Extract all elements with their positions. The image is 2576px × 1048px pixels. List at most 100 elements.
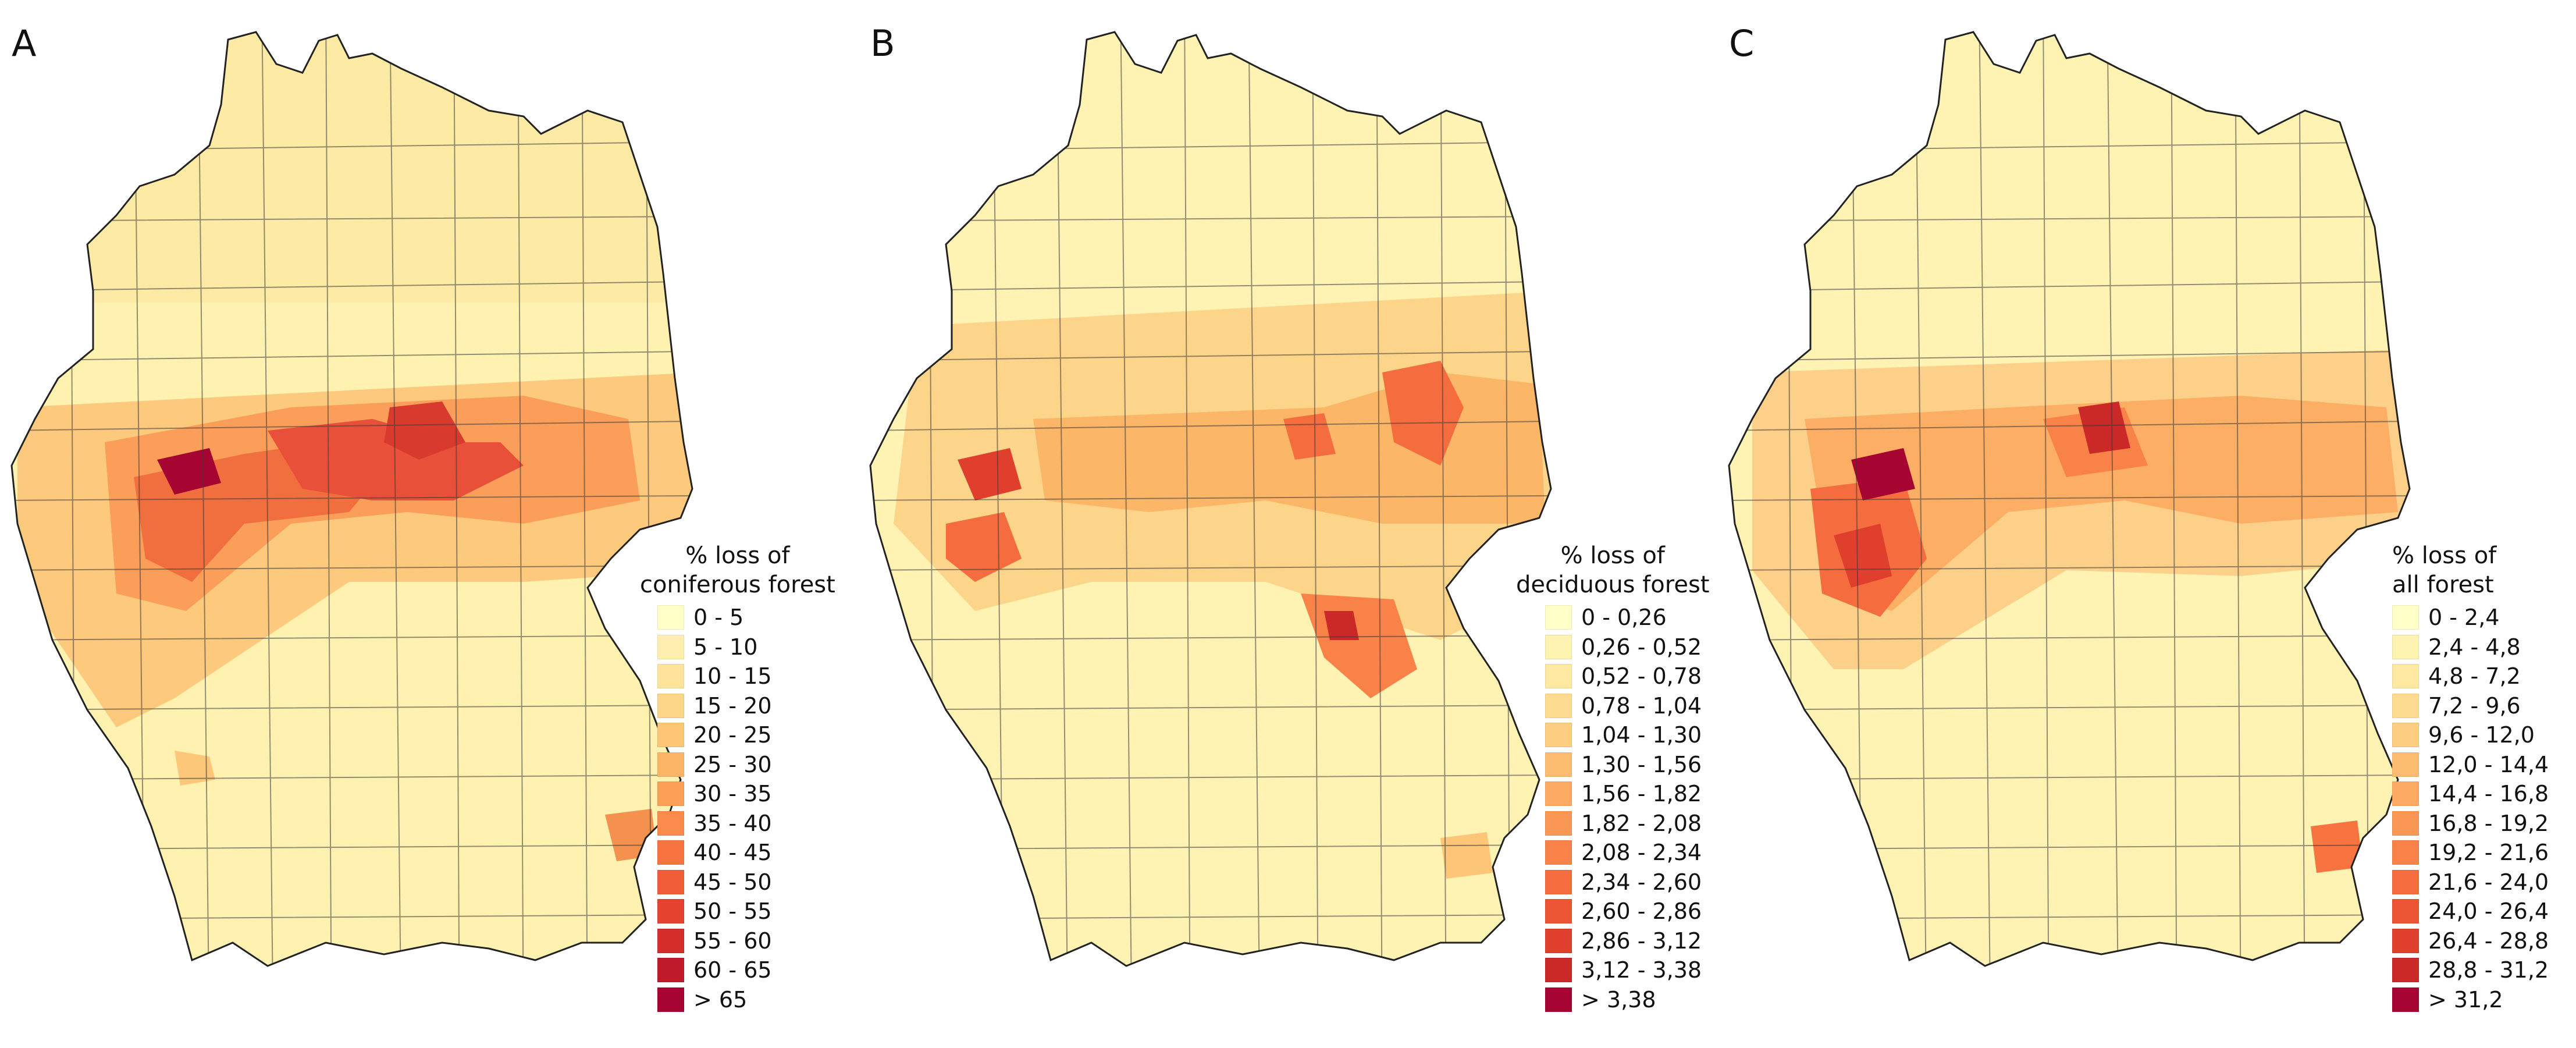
high-loss-district-west bbox=[958, 448, 1022, 500]
north-region bbox=[12, 32, 692, 303]
legend-item: 4,8 - 7,2 bbox=[2392, 662, 2549, 691]
panel-b: B % loss of decid bbox=[859, 0, 1717, 1048]
legend-label: 0 - 0,26 bbox=[1581, 605, 1667, 631]
legend-swatch bbox=[1545, 899, 1572, 924]
legend-item: 2,08 - 2,34 bbox=[1545, 838, 1709, 868]
south-district bbox=[175, 751, 215, 786]
legend-label: 1,30 - 1,56 bbox=[1581, 751, 1702, 777]
legend-swatch bbox=[2392, 693, 2419, 718]
legend-label: 0,52 - 0,78 bbox=[1581, 663, 1702, 690]
legend-item: 1,30 - 1,56 bbox=[1545, 750, 1709, 780]
legend-item: 19,2 - 21,6 bbox=[2392, 838, 2549, 868]
legend-label: 2,86 - 3,12 bbox=[1581, 928, 1702, 954]
legend-item: 0,26 - 0,52 bbox=[1545, 633, 1709, 662]
legend-swatch bbox=[2392, 752, 2419, 777]
district-borders bbox=[870, 32, 1551, 966]
legend-label: 25 - 30 bbox=[693, 751, 772, 777]
legend-item: 35 - 40 bbox=[657, 809, 835, 839]
legend-label: 9,6 - 12,0 bbox=[2428, 722, 2535, 748]
legend-item: 60 - 65 bbox=[657, 955, 835, 985]
legend-swatch bbox=[657, 752, 684, 777]
legend-label: 28,8 - 31,2 bbox=[2428, 957, 2549, 983]
legend-label: 10 - 15 bbox=[693, 663, 772, 690]
legend-item: 0 - 2,4 bbox=[2392, 603, 2549, 633]
legend-label: 1,56 - 1,82 bbox=[1581, 781, 1702, 807]
legend-label: > 65 bbox=[693, 986, 748, 1013]
legend-title: % loss of deciduous forest bbox=[1516, 542, 1710, 598]
legend-label: 2,34 - 2,60 bbox=[1581, 869, 1702, 895]
legend-item: 0,52 - 0,78 bbox=[1545, 662, 1709, 691]
legend-label: 19,2 - 21,6 bbox=[2428, 840, 2549, 866]
district-borders bbox=[12, 32, 692, 966]
legend-swatch bbox=[657, 840, 684, 865]
country-outline bbox=[10, 31, 693, 967]
legend-title: % loss of coniferous forest bbox=[640, 542, 835, 598]
legend-label: 20 - 25 bbox=[693, 722, 772, 748]
legend-item: 20 - 25 bbox=[657, 720, 835, 750]
panel-letter: B bbox=[870, 22, 895, 65]
high-loss-district-south bbox=[1324, 611, 1359, 640]
legend-item: > 3,38 bbox=[1545, 985, 1709, 1015]
legend-swatch bbox=[1545, 869, 1572, 894]
legend-label: 0 - 5 bbox=[693, 605, 744, 631]
legend-label: 0,78 - 1,04 bbox=[1581, 692, 1702, 719]
legend-label: 3,12 - 3,38 bbox=[1581, 957, 1702, 983]
legend-swatch bbox=[657, 605, 684, 630]
legend-label: 55 - 60 bbox=[693, 928, 772, 954]
legend-item: 45 - 50 bbox=[657, 868, 835, 897]
legend-swatch bbox=[1545, 811, 1572, 836]
panel-letter: A bbox=[12, 22, 37, 65]
legend-item: 1,04 - 1,30 bbox=[1545, 720, 1709, 750]
legend-swatch bbox=[1545, 958, 1572, 983]
legend-label: 60 - 65 bbox=[693, 957, 772, 983]
legend-label: 5 - 10 bbox=[693, 634, 758, 660]
legend-items: 0 - 5 5 - 10 10 - 15 15 - 20 20 - 25 25 - 30 3… bbox=[657, 603, 835, 1014]
legend-label: > 3,38 bbox=[1581, 986, 1656, 1013]
high-loss-district-west bbox=[1834, 524, 1892, 588]
legend-item: 40 - 45 bbox=[657, 838, 835, 868]
legend-swatch bbox=[1545, 987, 1572, 1012]
legend-swatch bbox=[657, 811, 684, 836]
legend-swatch bbox=[2392, 987, 2419, 1012]
legend-item: 9,6 - 12,0 bbox=[2392, 720, 2549, 750]
legend-label: > 31,2 bbox=[2428, 986, 2503, 1013]
high-loss-region-east bbox=[384, 402, 465, 460]
legend-swatch bbox=[657, 899, 684, 924]
germany-district-map bbox=[869, 31, 1552, 967]
country-outline bbox=[869, 31, 1552, 967]
legend-label: 2,08 - 2,34 bbox=[1581, 840, 1702, 866]
legend-swatch bbox=[657, 781, 684, 807]
legend-label: 40 - 45 bbox=[693, 840, 772, 866]
legend-label: 50 - 55 bbox=[693, 898, 772, 925]
legend-swatch bbox=[657, 958, 684, 983]
legend-item: 1,56 - 1,82 bbox=[1545, 779, 1709, 809]
legend-items: 0 - 2,4 2,4 - 4,8 4,8 - 7,2 7,2 - 9,6 9,6 - … bbox=[2392, 603, 2549, 1014]
legend-label: 12,0 - 14,4 bbox=[2428, 751, 2549, 777]
legend-item: 55 - 60 bbox=[657, 926, 835, 956]
legend-item: 21,6 - 24,0 bbox=[2392, 868, 2549, 897]
legend-item: 7,2 - 9,6 bbox=[2392, 691, 2549, 721]
legend-swatch bbox=[657, 693, 684, 718]
southeast-district bbox=[1440, 832, 1493, 879]
legend-item: 2,4 - 4,8 bbox=[2392, 633, 2549, 662]
legend-item: 2,86 - 3,12 bbox=[1545, 926, 1709, 956]
legend-label: 0 - 2,4 bbox=[2428, 605, 2500, 631]
legend-title: % loss of all forest bbox=[2392, 542, 2497, 598]
legend-swatch bbox=[1545, 752, 1572, 777]
legend-label: 15 - 20 bbox=[693, 692, 772, 719]
southeast-loss-district bbox=[2311, 820, 2363, 873]
legend-item: 28,8 - 31,2 bbox=[2392, 955, 2549, 985]
legend-item: 24,0 - 26,4 bbox=[2392, 897, 2549, 926]
legend-swatch bbox=[2392, 840, 2419, 865]
legend-item: 1,82 - 2,08 bbox=[1545, 809, 1709, 839]
legend-swatch bbox=[2392, 605, 2419, 630]
legend-item: 0 - 5 bbox=[657, 603, 835, 633]
legend-label: 21,6 - 24,0 bbox=[2428, 869, 2549, 895]
high-loss-region-west bbox=[946, 512, 1022, 582]
legend-label: 35 - 40 bbox=[693, 810, 772, 836]
high-loss-region-harz bbox=[268, 419, 524, 500]
legend-swatch bbox=[2392, 958, 2419, 983]
legend-swatch bbox=[2392, 664, 2419, 689]
legend-item: 50 - 55 bbox=[657, 897, 835, 926]
legend-item: 10 - 15 bbox=[657, 662, 835, 691]
